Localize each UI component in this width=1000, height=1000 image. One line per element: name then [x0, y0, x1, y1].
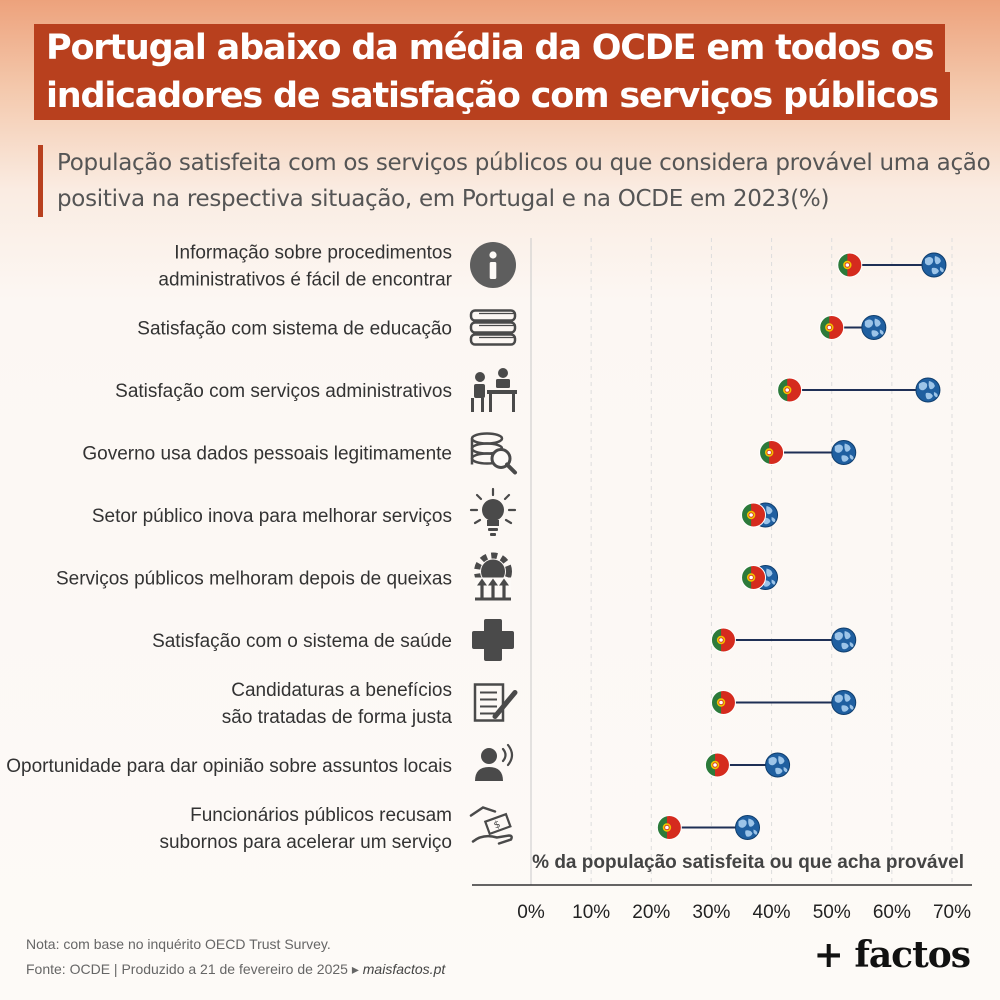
portugal-flag-marker	[656, 815, 682, 840]
chart-subtitle: População satisfeita com os serviços púb…	[38, 145, 997, 217]
svg-text:$: $	[492, 819, 502, 832]
ocde-globe-marker	[915, 377, 941, 403]
speaker-person-icon	[475, 743, 514, 781]
category-label: Governo usa dados pessoais legitimamente	[82, 444, 452, 465]
category-label: Oportunidade para dar opinião sobre assu…	[6, 756, 452, 777]
portugal-flag-marker	[741, 502, 767, 528]
category-label: Funcionários públicos recusam	[190, 805, 452, 826]
ocde-globe-marker	[861, 315, 887, 340]
gear-arrows-icon	[474, 552, 512, 601]
portugal-flag-marker	[777, 377, 803, 403]
footer-source: Fonte: OCDE | Produzido a 21 de fevereir…	[26, 961, 445, 978]
category-label: Informação sobre procedimentos	[174, 243, 452, 264]
x-tick-label: 60%	[873, 902, 911, 923]
footer-note: Nota: com base no inquérito OECD Trust S…	[26, 936, 331, 952]
books-icon	[469, 309, 517, 346]
info-icon	[470, 242, 516, 288]
health-cross-icon	[472, 619, 514, 661]
bribe-hand-icon: $	[469, 806, 513, 845]
ocde-globe-marker	[831, 627, 857, 653]
site-link[interactable]: maisfactos.pt	[362, 961, 446, 977]
ocde-globe-marker	[831, 440, 857, 465]
database-search-icon	[470, 432, 517, 475]
form-pen-icon	[473, 683, 518, 722]
portugal-flag-marker	[819, 315, 845, 340]
category-label: Satisfação com sistema de educação	[137, 319, 452, 340]
chart-title-line-2: indicadores de satisfação com serviços p…	[34, 72, 951, 120]
x-axis-label: % da população satisfeita ou que acha pr…	[532, 852, 964, 873]
portugal-flag-marker	[710, 690, 736, 715]
arrow-glyph: ▸	[351, 961, 359, 977]
category-label: subornos para acelerar um serviço	[159, 832, 452, 853]
ocde-globe-marker	[831, 690, 857, 715]
x-tick-label: 50%	[813, 902, 851, 923]
category-label: Satisfação com serviços administrativos	[115, 381, 452, 402]
x-tick-label: 40%	[753, 902, 791, 923]
brand-logo: + factos	[813, 934, 971, 976]
lightbulb-icon	[469, 487, 517, 536]
ocde-globe-marker	[921, 252, 947, 278]
portugal-flag-marker	[759, 440, 785, 465]
ocde-globe-marker	[765, 752, 791, 778]
x-tick-label: 70%	[933, 902, 971, 923]
category-label: Satisfação com o sistema de saúde	[152, 631, 452, 652]
portugal-flag-marker	[704, 752, 730, 778]
category-label: Setor público inova para melhorar serviç…	[92, 506, 452, 527]
category-label: Candidaturas a benefícios	[231, 680, 452, 701]
office-worker-icon	[471, 368, 517, 412]
category-label: são tratadas de forma justa	[222, 707, 453, 728]
ocde-globe-marker	[735, 815, 761, 840]
x-tick-label: 30%	[692, 902, 730, 923]
category-label: Serviços públicos melhoram depois de que…	[56, 569, 452, 590]
portugal-flag-marker	[837, 252, 863, 278]
category-label: administrativos é fácil de encontrar	[158, 270, 452, 291]
x-tick-label: 0%	[517, 902, 545, 923]
title-box: Portugal abaixo da média da OCDE em todo…	[34, 24, 951, 120]
x-tick-label: 20%	[632, 902, 670, 923]
chart-title-line-1: Portugal abaixo da média da OCDE em todo…	[34, 24, 946, 72]
x-tick-label: 10%	[572, 902, 610, 923]
portugal-flag-marker	[741, 565, 767, 590]
portugal-flag-marker	[710, 627, 736, 653]
source-text: Fonte: OCDE | Produzido a 21 de fevereir…	[26, 961, 348, 977]
